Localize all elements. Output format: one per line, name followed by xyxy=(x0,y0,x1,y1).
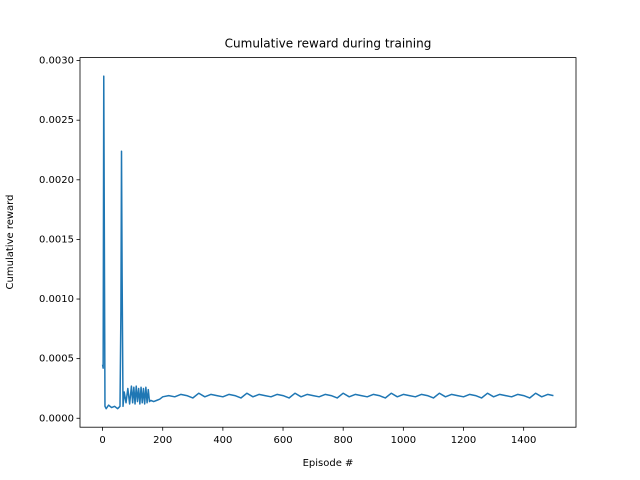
x-tick-label: 600 xyxy=(273,435,292,446)
x-axis-label: Episode # xyxy=(303,458,354,469)
y-tick-label: 0.0000 xyxy=(39,413,74,424)
y-tick-label: 0.0020 xyxy=(39,175,74,186)
plot-frame xyxy=(79,57,577,428)
y-tick-label: 0.0005 xyxy=(39,354,74,365)
y-tick-label: 0.0030 xyxy=(39,56,74,67)
y-tick-label: 0.0010 xyxy=(39,294,74,305)
x-tick-label: 1200 xyxy=(451,435,476,446)
y-tick-label: 0.0015 xyxy=(39,234,74,245)
x-tick-label: 1000 xyxy=(391,435,416,446)
data-line xyxy=(101,75,554,410)
y-tick-label: 0.0025 xyxy=(39,115,74,126)
y-axis-label: Cumulative reward xyxy=(5,195,16,290)
x-tick-label: 200 xyxy=(153,435,172,446)
x-tick-label: 800 xyxy=(334,435,353,446)
x-tick-label: 400 xyxy=(213,435,232,446)
x-tick-label: 0 xyxy=(99,435,105,446)
chart-title: Cumulative reward during training xyxy=(225,37,432,51)
x-tick-label: 1400 xyxy=(511,435,536,446)
